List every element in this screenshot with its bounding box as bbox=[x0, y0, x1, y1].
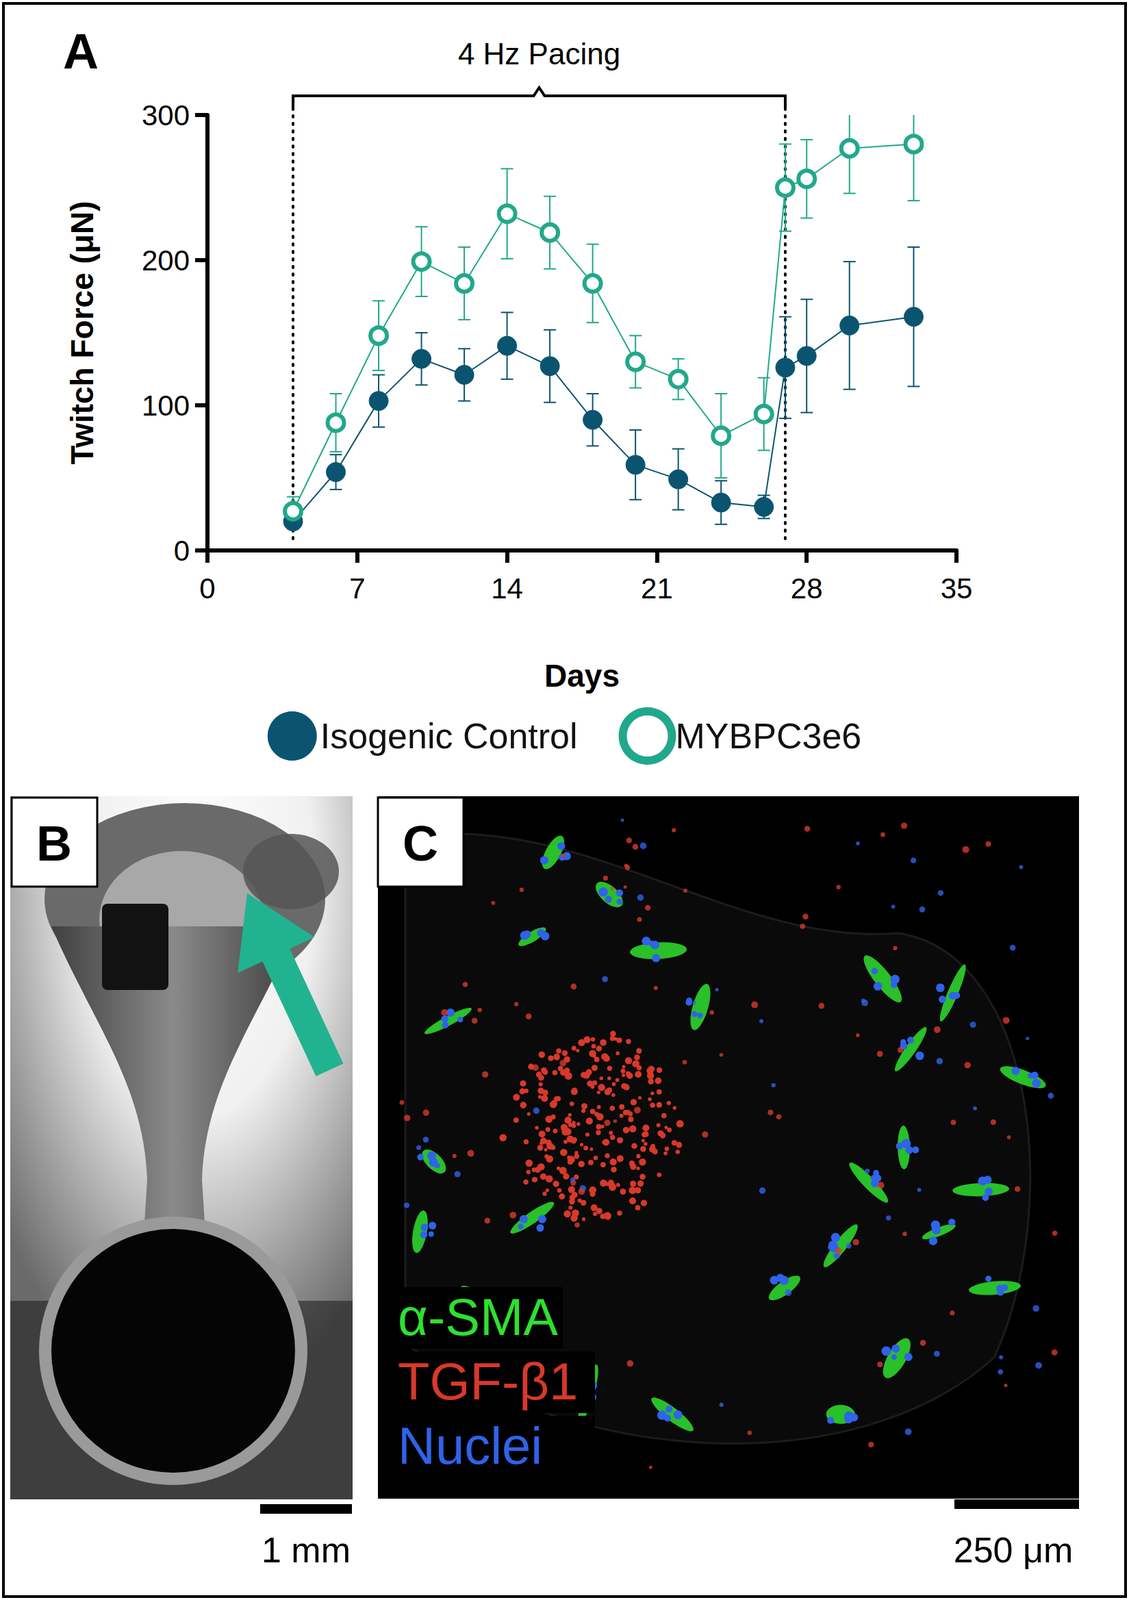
svg-text:21: 21 bbox=[640, 572, 674, 605]
svg-text:100: 100 bbox=[141, 389, 190, 422]
svg-text:35: 35 bbox=[940, 572, 973, 605]
svg-text:7: 7 bbox=[349, 572, 365, 605]
svg-text:α-SMA: α-SMA bbox=[397, 1287, 558, 1347]
svg-text:Days: Days bbox=[544, 657, 620, 694]
svg-text:C: C bbox=[402, 816, 439, 871]
svg-text:14: 14 bbox=[490, 572, 524, 605]
svg-text:Nuclei: Nuclei bbox=[397, 1416, 543, 1475]
svg-text:200: 200 bbox=[141, 244, 190, 277]
svg-text:Twitch Force (μN): Twitch Force (μN) bbox=[64, 200, 100, 465]
svg-text:1 mm: 1 mm bbox=[261, 1530, 351, 1570]
svg-text:0: 0 bbox=[199, 572, 215, 605]
svg-text:28: 28 bbox=[790, 572, 823, 605]
svg-text:300: 300 bbox=[141, 99, 190, 132]
svg-text:TGF-β1: TGF-β1 bbox=[397, 1352, 578, 1411]
svg-text:Isogenic Control: Isogenic Control bbox=[320, 716, 578, 756]
svg-text:4 Hz Pacing: 4 Hz Pacing bbox=[458, 36, 621, 71]
svg-text:B: B bbox=[36, 816, 72, 871]
svg-text:MYBPC3e6: MYBPC3e6 bbox=[675, 716, 862, 756]
svg-text:250 μm: 250 μm bbox=[953, 1530, 1073, 1570]
svg-text:A: A bbox=[62, 23, 99, 79]
svg-text:0: 0 bbox=[173, 534, 190, 567]
